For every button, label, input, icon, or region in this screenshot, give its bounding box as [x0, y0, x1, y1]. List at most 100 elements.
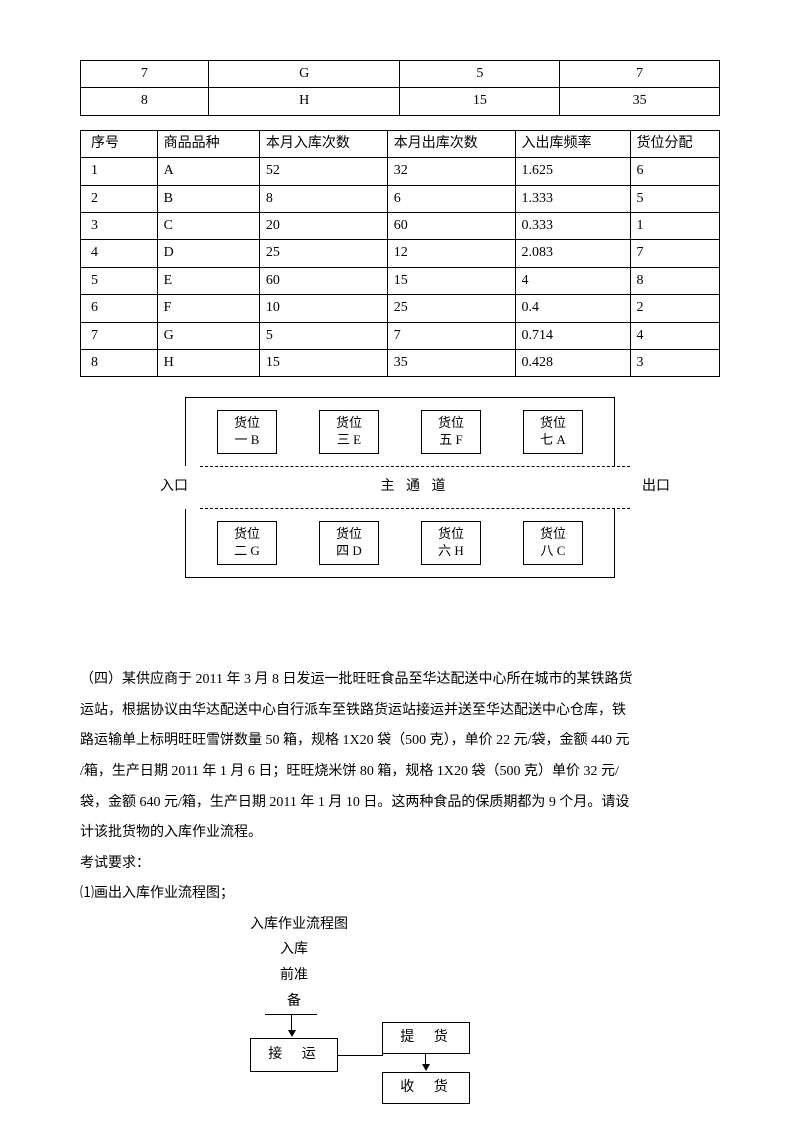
table-cell: 25	[387, 295, 515, 322]
table-cell: H	[157, 349, 259, 376]
table-row: 5E601548	[81, 267, 720, 294]
fc-box-receive: 接 运	[250, 1038, 338, 1072]
table-cell: 60	[259, 267, 387, 294]
problem-text: 计该批货物的入库作业流程。	[80, 820, 720, 847]
table-cell: 7	[387, 322, 515, 349]
table-cell: 20	[259, 212, 387, 239]
table-cell: 0.428	[515, 349, 630, 376]
table-cell: G	[157, 322, 259, 349]
table-cell: 10	[259, 295, 387, 322]
table-cell: B	[157, 185, 259, 212]
frequency-table: 序号商品品种本月入库次数本月出库次数入出库频率货位分配 1A52321.6256…	[80, 130, 720, 378]
table-cell: 2	[630, 295, 719, 322]
table-cell: 7	[630, 240, 719, 267]
table-cell: 32	[387, 158, 515, 185]
table-cell: 12	[387, 240, 515, 267]
table-row: 8H15350.4283	[81, 349, 720, 376]
fc-prep2: 前准	[280, 966, 308, 986]
warehouse-layout: 货位一 B货位三 E货位五 F货位七 A 入口 主 通 道 出口 货位二 G货位…	[160, 397, 640, 637]
fc-box-receive-goods: 收 货	[382, 1072, 470, 1104]
problem-text: （四）某供应商于 2011 年 3 月 8 日发运一批旺旺食品至华达配送中心所在…	[80, 667, 720, 694]
table-cell: 5	[630, 185, 719, 212]
warehouse-slot: 货位七 A	[523, 410, 583, 454]
table-cell: 8	[81, 88, 209, 115]
table-cell: 7	[81, 322, 158, 349]
fc-prep1: 入库	[280, 940, 308, 960]
table-cell: 5	[81, 267, 158, 294]
table-cell: 7	[560, 61, 720, 88]
table-row: 1A52321.6256	[81, 158, 720, 185]
table-cell: 4	[515, 267, 630, 294]
table-cell: 5	[400, 61, 560, 88]
warehouse-slot: 货位三 E	[319, 410, 379, 454]
table-cell: 15	[400, 88, 560, 115]
table-cell: 5	[259, 322, 387, 349]
table-cell: 0.4	[515, 295, 630, 322]
warehouse-slot: 货位六 H	[421, 521, 481, 565]
table-cell: 8	[259, 185, 387, 212]
table-cell: F	[157, 295, 259, 322]
flowchart: 入库作业流程图 入库 前准 备 接 运 提 货 收 货	[210, 914, 550, 1134]
table-row: 7G570.7144	[81, 322, 720, 349]
warehouse-slot: 货位五 F	[421, 410, 481, 454]
entry-label: 入口	[160, 476, 188, 498]
table-row: 6F10250.42	[81, 295, 720, 322]
warehouse-slot: 货位八 C	[523, 521, 583, 565]
table-cell: 1.333	[515, 185, 630, 212]
fc-box-pickup: 提 货	[382, 1022, 470, 1054]
table-cell: 0.333	[515, 212, 630, 239]
table-cell: 0.714	[515, 322, 630, 349]
table-cell: D	[157, 240, 259, 267]
table-cell: 15	[387, 267, 515, 294]
table-cell: 8	[81, 349, 158, 376]
table-header-cell: 货位分配	[630, 130, 719, 157]
table-cell: 1	[81, 158, 158, 185]
table-row: 3C20600.3331	[81, 212, 720, 239]
table-row: 8H1535	[81, 88, 720, 115]
table-cell: 6	[630, 158, 719, 185]
requirements-label: 考试要求：	[80, 851, 720, 878]
warehouse-slot: 货位二 G	[217, 521, 277, 565]
table-cell: 2	[81, 185, 158, 212]
table-header-cell: 本月入库次数	[259, 130, 387, 157]
table-cell: 15	[259, 349, 387, 376]
table-cell: A	[157, 158, 259, 185]
table-cell: 60	[387, 212, 515, 239]
problem-text: 运站，根据协议由华达配送中心自行派车至铁路货运站接运并送至华达配送中心仓库，铁	[80, 698, 720, 725]
table-row: 7G57	[81, 61, 720, 88]
table-header-cell: 商品品种	[157, 130, 259, 157]
table-cell: 35	[560, 88, 720, 115]
exit-label: 出口	[642, 476, 670, 498]
table-cell: E	[157, 267, 259, 294]
table-cell: 8	[630, 267, 719, 294]
table-cell: 35	[387, 349, 515, 376]
table-cell: 1.625	[515, 158, 630, 185]
table-cell: H	[208, 88, 400, 115]
flowchart-title: 入库作业流程图	[250, 914, 550, 936]
requirement-item: ⑴画出入库作业流程图；	[80, 881, 720, 908]
table-cell: 4	[81, 240, 158, 267]
warehouse-slot: 货位四 D	[319, 521, 379, 565]
table-cell: 7	[81, 61, 209, 88]
problem-text: 袋，金额 640 元/箱，生产日期 2011 年 1 月 10 日。这两种食品的…	[80, 790, 720, 817]
table-cell: 3	[81, 212, 158, 239]
table-cell: C	[157, 212, 259, 239]
aisle-label: 主 通 道	[381, 476, 450, 498]
table-cell: 3	[630, 349, 719, 376]
table-cell: 6	[387, 185, 515, 212]
table-cell: 1	[630, 212, 719, 239]
problem-text: /箱，生产日期 2011 年 1 月 6 日；旺旺烧米饼 80 箱，规格 1X2…	[80, 759, 720, 786]
table-cell: 2.083	[515, 240, 630, 267]
summary-table: 7G578H1535	[80, 60, 720, 116]
problem-text: 路运输单上标明旺旺雪饼数量 50 箱，规格 1X20 袋（500 克），单价 2…	[80, 728, 720, 755]
table-header-cell: 本月出库次数	[387, 130, 515, 157]
table-cell: 52	[259, 158, 387, 185]
table-row: 2B861.3335	[81, 185, 720, 212]
table-cell: G	[208, 61, 400, 88]
table-header-cell: 序号	[81, 130, 158, 157]
table-cell: 25	[259, 240, 387, 267]
table-row: 4D25122.0837	[81, 240, 720, 267]
fc-prep3: 备	[287, 992, 301, 1012]
table-header-cell: 入出库频率	[515, 130, 630, 157]
table-cell: 4	[630, 322, 719, 349]
